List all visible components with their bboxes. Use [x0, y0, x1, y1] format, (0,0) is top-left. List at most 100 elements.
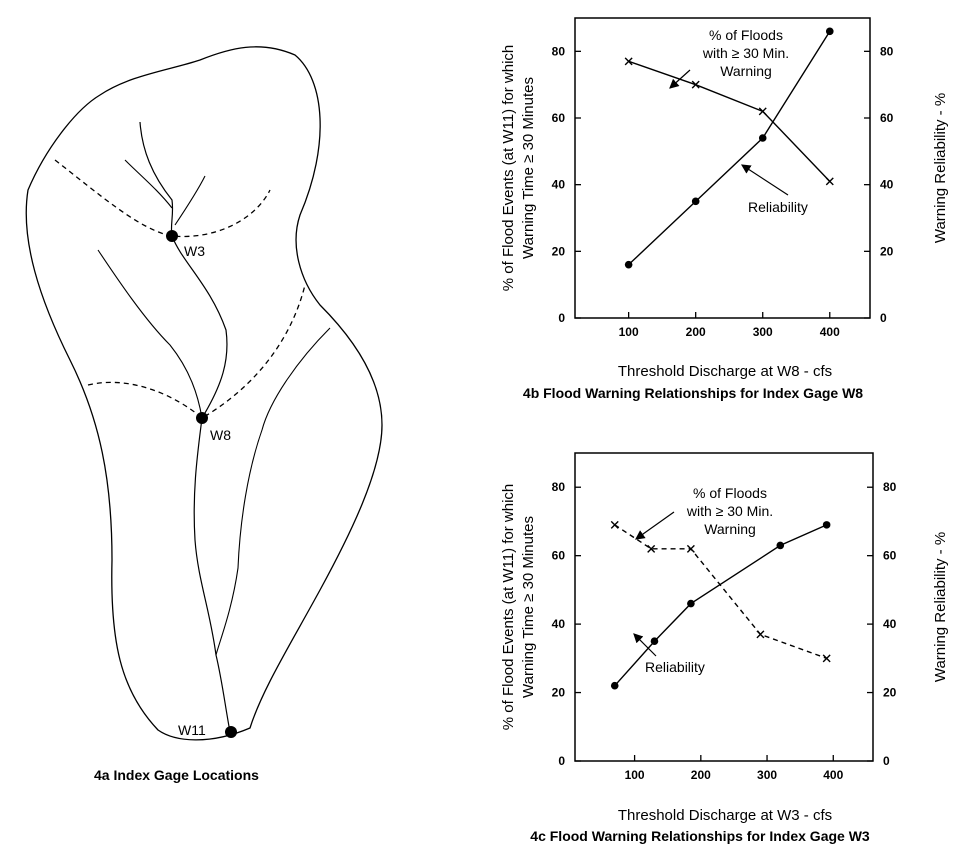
y2-tick-label: 80	[883, 480, 897, 494]
y2-tick-label: 60	[883, 549, 897, 563]
main-stream	[139, 121, 231, 733]
stream-w3-branch-b	[174, 175, 206, 226]
y-tick-group: 0 20 40 60 80	[552, 44, 581, 325]
plot-frame	[574, 17, 871, 319]
watershed-boundary	[25, 46, 383, 741]
annotation-reliability: Reliability	[748, 199, 808, 215]
annotation-floods-arrow	[635, 511, 675, 540]
point-floods	[758, 107, 767, 116]
point-reliability	[776, 541, 785, 550]
y2-axis-label: Warning Reliability - %	[932, 532, 949, 682]
point-floods	[624, 57, 633, 66]
annotation-floods-line-3: Warning	[704, 521, 756, 537]
point-reliability	[825, 27, 834, 36]
y-tick-label: 20	[552, 686, 566, 700]
x-tick-label: 100	[619, 325, 639, 339]
y-tick-label: 80	[552, 44, 566, 58]
y2-tick-group: 0 20 40 60 80	[864, 44, 894, 325]
y-tick-label: 60	[552, 549, 566, 563]
gage-w3-label: W3	[184, 243, 205, 259]
annotation-reliability: Reliability	[645, 659, 705, 675]
x-tick-group: 100 200 300 400	[625, 755, 844, 782]
y2-tick-label: 80	[880, 44, 894, 58]
gage-w8-marker	[196, 412, 208, 424]
annotation-floods-line-2: with ≥ 30 Min.	[702, 45, 789, 61]
point-floods	[822, 654, 831, 663]
chart-caption: 4c Flood Warning Relationships for Index…	[530, 828, 870, 844]
gage-w3-marker	[166, 230, 178, 242]
annotation-floods-line-1: % of Floods	[693, 485, 767, 501]
y2-tick-label: 0	[880, 311, 887, 325]
y2-tick-label: 40	[883, 617, 897, 631]
x-axis-label: Threshold Discharge at W3 - cfs	[618, 807, 832, 824]
subbasin-divide-w8	[87, 284, 306, 419]
stream-w3-branch-a	[124, 159, 173, 209]
watershed-map: W3 W8 W11 4a Index Gage Locations	[25, 46, 383, 783]
x-tick-label: 400	[820, 325, 840, 339]
y-tick-label: 80	[552, 480, 566, 494]
y2-tick-label: 20	[880, 244, 894, 258]
series-line-floods	[628, 60, 831, 182]
point-reliability	[610, 681, 619, 690]
point-reliability	[822, 521, 831, 529]
x-axis-label: Threshold Discharge at W8 - cfs	[618, 363, 832, 380]
map-caption: 4a Index Gage Locations	[94, 767, 259, 783]
annotation-reliability-arrow	[633, 633, 657, 657]
x-tick-label: 200	[691, 768, 711, 782]
point-floods	[691, 80, 700, 89]
y2-tick-label: 40	[880, 178, 894, 192]
series-line-floods	[614, 524, 827, 659]
point-reliability	[691, 197, 700, 206]
point-floods	[825, 177, 834, 186]
y-axis-label-line-2: Warning Time ≥ 30 Minutes	[520, 516, 537, 698]
series-layer	[624, 27, 834, 269]
point-floods	[686, 544, 695, 553]
annotation-floods-line-3: Warning	[720, 63, 772, 79]
x-tick-label: 100	[625, 768, 645, 782]
y-tick-label: 0	[558, 754, 565, 768]
gage-w11-marker	[225, 726, 237, 738]
y-tick-label: 40	[552, 178, 566, 192]
chart-caption: 4b Flood Warning Relationships for Index…	[523, 385, 863, 401]
y-tick-label: 40	[552, 617, 566, 631]
point-floods	[647, 544, 656, 553]
annotation-floods-arrow	[669, 69, 691, 89]
x-tick-group: 100 200 300 400	[619, 312, 840, 339]
gage-w11-label: W11	[178, 722, 206, 738]
point-reliability	[624, 260, 633, 269]
point-reliability	[758, 134, 767, 142]
point-reliability	[687, 599, 695, 608]
y2-tick-label: 20	[883, 686, 897, 700]
x-tick-label: 400	[823, 768, 843, 782]
annotation-floods-line-1: % of Floods	[709, 27, 783, 43]
point-reliability	[650, 637, 659, 646]
x-tick-label: 200	[686, 325, 706, 339]
y-tick-label: 0	[558, 311, 565, 325]
subbasin-divide-w3	[54, 159, 271, 238]
y-axis-label-line-1: % of Flood Events (at W11) for which	[500, 484, 517, 730]
series-line-reliability	[628, 30, 831, 266]
y2-axis-label: Warning Reliability - %	[932, 93, 949, 243]
y2-tick-group: 0 20 40 60 80	[867, 480, 897, 768]
y2-tick-label: 0	[883, 754, 890, 768]
annotation-floods-line-2: with ≥ 30 Min.	[686, 503, 773, 519]
plot-frame	[574, 452, 874, 762]
y-axis-label-line-1: % of Flood Events (at W11) for which	[500, 45, 517, 291]
chart-4b: 100 200 300 400 0 20 40 60 80 0 20 40 60 80 % of Fl…	[500, 17, 949, 401]
series-layer	[610, 520, 831, 690]
y2-tick-label: 60	[880, 111, 894, 125]
y-axis-label-line-2: Warning Time ≥ 30 Minutes	[520, 77, 537, 259]
y-tick-label: 20	[552, 244, 566, 258]
annotation-reliability-arrow	[740, 164, 789, 196]
x-tick-label: 300	[753, 325, 773, 339]
chart-4c: 100 200 300 400 0 20 40 60 80 0 20 40 60 80 % of Fl…	[500, 452, 949, 844]
x-tick-label: 300	[757, 768, 777, 782]
stream-east-tributary	[215, 327, 331, 656]
gage-w8-label: W8	[210, 427, 231, 443]
point-floods	[610, 520, 619, 529]
point-floods	[756, 630, 765, 639]
y-tick-group: 0 20 40 60 80	[552, 480, 581, 768]
stream-west-tributary	[97, 249, 203, 419]
y-tick-label: 60	[552, 111, 566, 125]
